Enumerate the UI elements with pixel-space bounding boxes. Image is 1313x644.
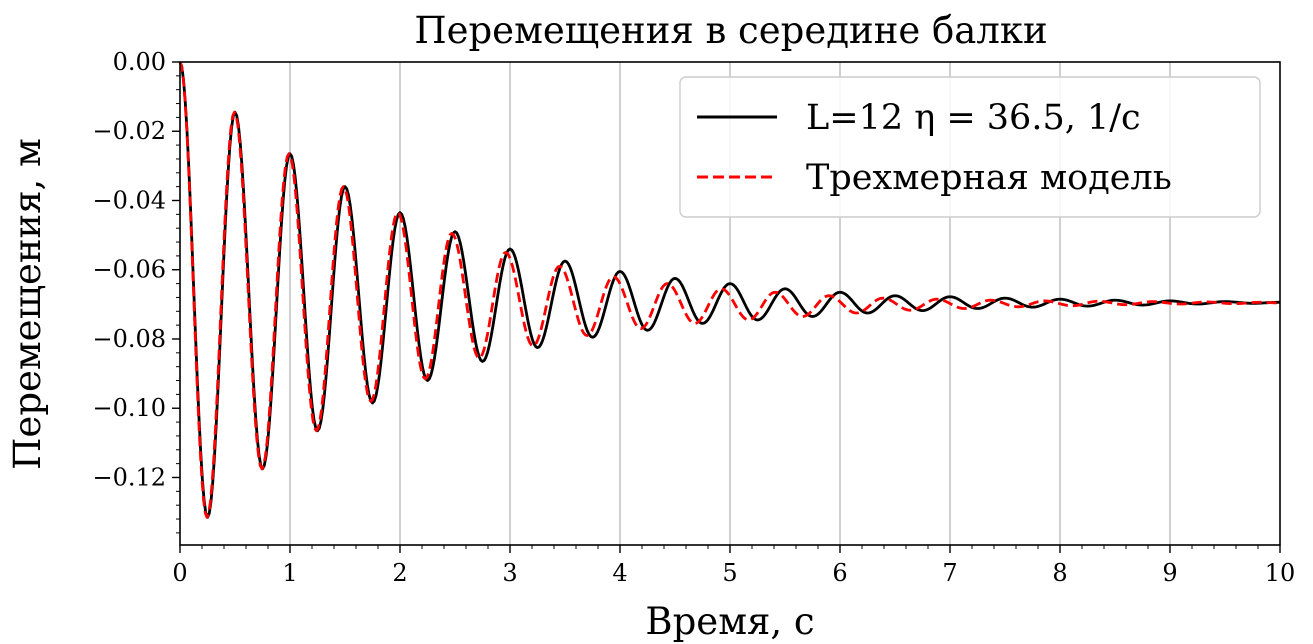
legend: L=12 η = 36.5, 1/c Трехмерная модель	[679, 76, 1261, 218]
y-tick-label: −0.06	[92, 256, 166, 284]
x-tick-label: 4	[612, 559, 627, 587]
y-tick-label: 0.00	[113, 48, 166, 76]
x-tick-label: 9	[1162, 559, 1177, 587]
x-tick-label: 3	[502, 559, 517, 587]
chart-title: Перемещения в середине балки	[414, 9, 1047, 52]
y-tick-label: −0.10	[92, 394, 166, 422]
legend-box	[679, 76, 1261, 218]
series-line-1	[178, 61, 1281, 519]
legend-label-series-1: L=12 η = 36.5, 1/c	[806, 98, 1141, 138]
x-tick-label: 7	[942, 559, 957, 587]
x-tick-label: 10	[1265, 559, 1296, 587]
y-tick-label: −0.04	[92, 186, 166, 214]
x-tick-label: 1	[282, 559, 297, 587]
x-axis-label: Время, с	[645, 600, 814, 643]
legend-label-series-2: Трехмерная модель	[806, 158, 1172, 198]
y-tick-label: −0.08	[92, 325, 166, 353]
x-tick-label: 0	[172, 559, 187, 587]
series-layer	[178, 61, 1281, 519]
x-tick-label: 8	[1052, 559, 1067, 587]
y-tick-label: −0.12	[92, 463, 166, 491]
x-tick-label: 2	[392, 559, 407, 587]
y-tick-label: −0.02	[92, 117, 166, 145]
y-axis-label: Перемещения, м	[6, 138, 49, 470]
x-tick-label: 6	[832, 559, 847, 587]
x-tick-label: 5	[722, 559, 737, 587]
tick-labels: 0 1 2 3 4 5 6 7 8 9 10 0.00 −0.02 −0.04 −0.06 −0.08 −0.1…	[92, 48, 1295, 587]
ticks	[172, 61, 1281, 553]
series-line-2	[178, 61, 1281, 519]
